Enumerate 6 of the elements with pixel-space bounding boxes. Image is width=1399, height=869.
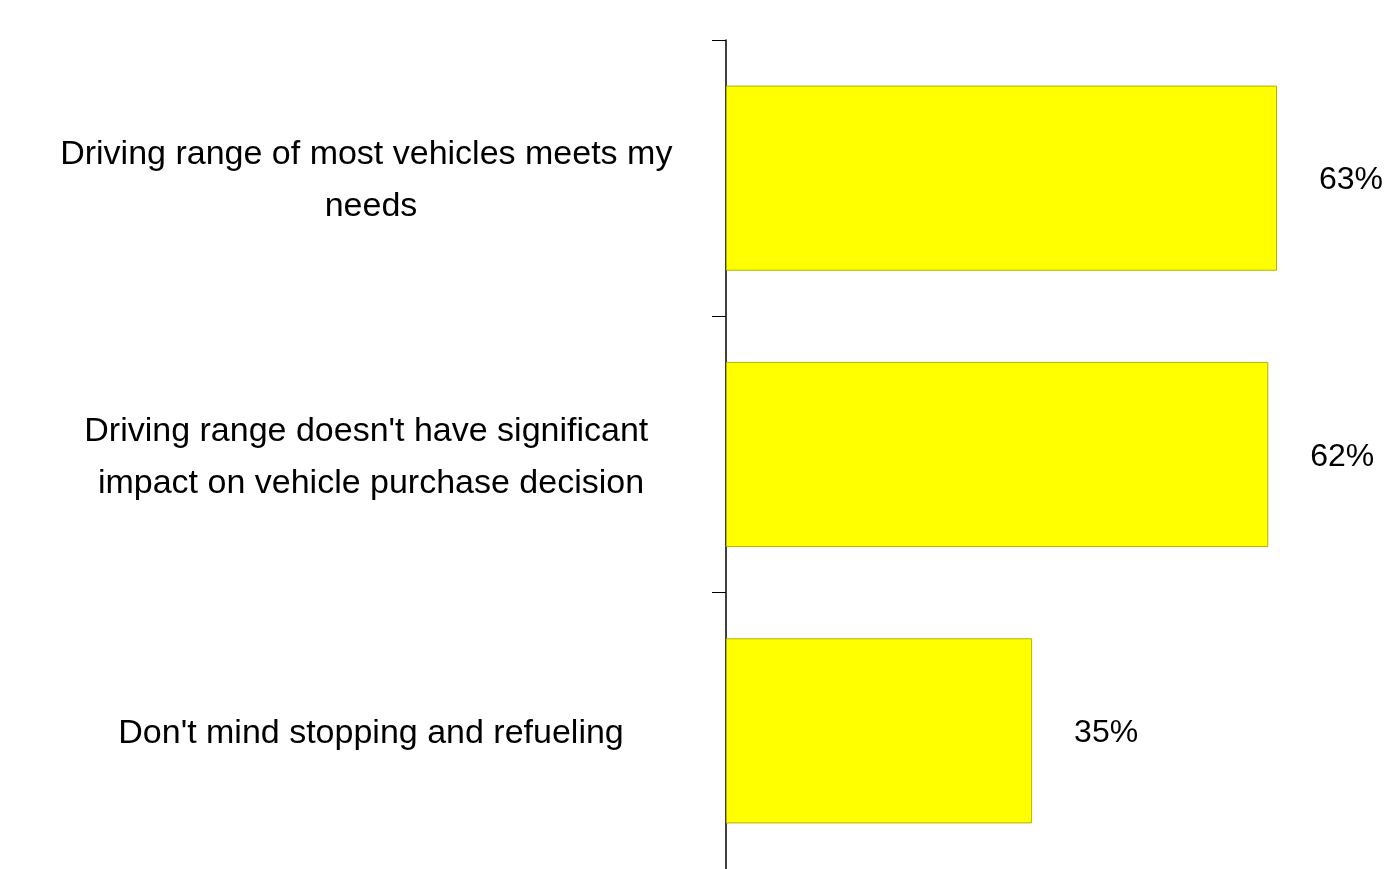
data-label: 62% (1310, 436, 1375, 473)
data-label: 63% (1319, 160, 1384, 197)
y-tick-label: Don't mind stopping and refueling (118, 711, 624, 750)
y-tick-label: Driving range of most vehicles meets my needs (60, 133, 682, 224)
data-label: 35% (1074, 712, 1139, 749)
y-tick-label: Driving range doesn't have significant impact on vehicle purchase decision (84, 409, 658, 500)
